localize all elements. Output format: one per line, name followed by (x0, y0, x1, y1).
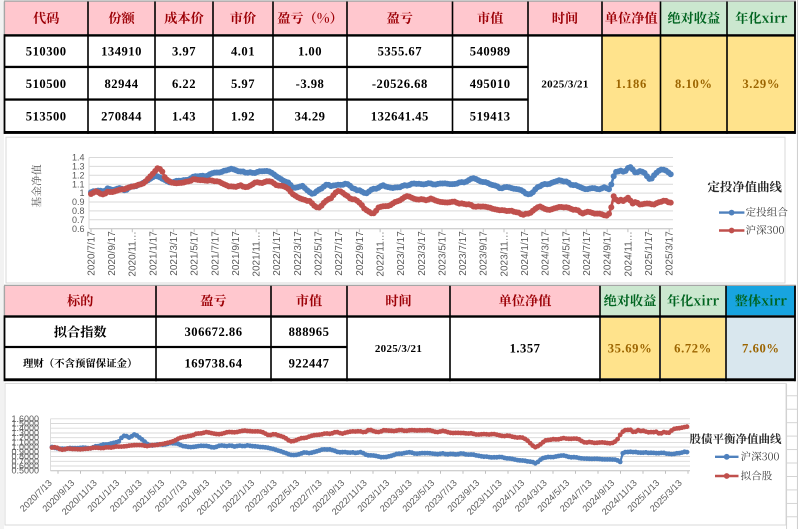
svg-text:2022/7/17: 2022/7/17 (334, 231, 345, 276)
svg-text:0.7: 0.7 (72, 215, 85, 225)
svg-text:2025/3/17: 2025/3/17 (665, 231, 676, 276)
svg-text:2025/3/21: 2025/3/21 (541, 79, 588, 91)
svg-text:540989: 540989 (470, 45, 511, 59)
svg-text:2024/5/17: 2024/5/17 (561, 231, 572, 276)
svg-text:2020/9/17: 2020/9/17 (107, 231, 118, 276)
svg-text:35.69%: 35.69% (608, 342, 653, 356)
svg-text:306672.86: 306672.86 (184, 325, 242, 339)
svg-text:1.4: 1.4 (72, 153, 85, 163)
svg-text:2021/7/17: 2021/7/17 (210, 231, 221, 276)
svg-text:2021/5/17: 2021/5/17 (190, 231, 201, 276)
svg-text:5.97: 5.97 (231, 77, 255, 91)
svg-text:6.22: 6.22 (172, 77, 196, 91)
svg-text:8.10%: 8.10% (675, 77, 713, 91)
svg-text:169738.64: 169738.64 (184, 357, 242, 371)
svg-text:2020/11…: 2020/11… (128, 231, 139, 276)
svg-text:-3.98: -3.98 (296, 77, 325, 91)
svg-text:134910: 134910 (101, 45, 142, 59)
svg-text:0.6: 0.6 (72, 224, 85, 234)
svg-text:1.5000: 1.5000 (11, 419, 39, 429)
svg-text:1.3000: 1.3000 (11, 428, 39, 438)
svg-text:922447: 922447 (289, 357, 330, 371)
svg-text:1.3: 1.3 (72, 162, 85, 172)
svg-text:519413: 519413 (470, 109, 511, 123)
svg-text:132641.45: 132641.45 (371, 109, 429, 123)
svg-text:3.29%: 3.29% (742, 77, 780, 91)
svg-text:0.9: 0.9 (72, 197, 85, 207)
svg-text:2022/1/17: 2022/1/17 (272, 231, 283, 276)
svg-text:270844: 270844 (101, 109, 142, 123)
svg-text:1.2000: 1.2000 (11, 433, 39, 443)
svg-text:2024/3/17: 2024/3/17 (541, 231, 552, 276)
svg-text:2022/5/17: 2022/5/17 (314, 231, 325, 276)
svg-text:4.01: 4.01 (231, 45, 255, 59)
svg-text:0.7000: 0.7000 (11, 456, 39, 466)
svg-text:513500: 513500 (26, 109, 67, 123)
svg-text:1.0000: 1.0000 (11, 442, 39, 452)
svg-text:1: 1 (79, 188, 84, 198)
svg-text:34.29: 34.29 (295, 109, 326, 123)
svg-text:2025/3/21: 2025/3/21 (375, 343, 422, 355)
svg-text:0.8: 0.8 (72, 206, 85, 216)
svg-text:0.5000: 0.5000 (11, 466, 39, 476)
svg-text:5355.67: 5355.67 (378, 45, 422, 59)
svg-text:3.97: 3.97 (172, 45, 196, 59)
svg-text:495010: 495010 (470, 77, 511, 91)
svg-text:1.2: 1.2 (72, 170, 85, 180)
svg-text:1.92: 1.92 (231, 109, 255, 123)
svg-text:2022/9/17: 2022/9/17 (355, 231, 366, 276)
svg-text:1.00: 1.00 (298, 45, 322, 59)
svg-text:2021/9/17: 2021/9/17 (231, 231, 242, 276)
svg-text:2021/1/17: 2021/1/17 (148, 231, 159, 276)
svg-text:6.72%: 6.72% (674, 342, 712, 356)
svg-text:510500: 510500 (26, 77, 67, 91)
svg-text:1.357: 1.357 (510, 342, 541, 356)
svg-text:1.1: 1.1 (72, 179, 85, 189)
svg-text:0.9000: 0.9000 (11, 447, 39, 457)
svg-text:1.1000: 1.1000 (11, 437, 39, 447)
svg-text:2022/11…: 2022/11… (376, 231, 387, 276)
svg-text:2025/1/17: 2025/1/17 (644, 231, 655, 276)
svg-text:2023/11…: 2023/11… (499, 231, 510, 276)
svg-text:2023/1/17: 2023/1/17 (396, 231, 407, 276)
svg-text:2023/9/17: 2023/9/17 (479, 231, 490, 276)
svg-text:2023/7/17: 2023/7/17 (458, 231, 469, 276)
svg-text:2023/3/17: 2023/3/17 (417, 231, 428, 276)
svg-text:0.6000: 0.6000 (11, 461, 39, 471)
svg-text:888965: 888965 (289, 325, 330, 339)
svg-text:2021/11…: 2021/11… (252, 231, 263, 276)
svg-text:2020/7/17: 2020/7/17 (86, 231, 97, 276)
svg-text:1.6000: 1.6000 (11, 414, 39, 424)
svg-text:510300: 510300 (26, 45, 67, 59)
svg-text:2024/1/17: 2024/1/17 (520, 231, 531, 276)
svg-text:-20526.68: -20526.68 (372, 77, 428, 91)
svg-text:2024/11…: 2024/11… (623, 231, 634, 276)
svg-text:1.43: 1.43 (172, 109, 196, 123)
svg-text:2024/9/17: 2024/9/17 (603, 231, 614, 276)
svg-text:0.8000: 0.8000 (11, 452, 39, 462)
svg-text:2024/7/17: 2024/7/17 (582, 231, 593, 276)
svg-text:82944: 82944 (105, 77, 139, 91)
svg-text:2023/5/17: 2023/5/17 (437, 231, 448, 276)
svg-text:2022/3/17: 2022/3/17 (293, 231, 304, 276)
svg-text:1.4000: 1.4000 (11, 423, 39, 433)
svg-text:7.60%: 7.60% (742, 342, 780, 356)
svg-text:2021/3/17: 2021/3/17 (169, 231, 180, 276)
svg-text:1.186: 1.186 (616, 77, 647, 91)
